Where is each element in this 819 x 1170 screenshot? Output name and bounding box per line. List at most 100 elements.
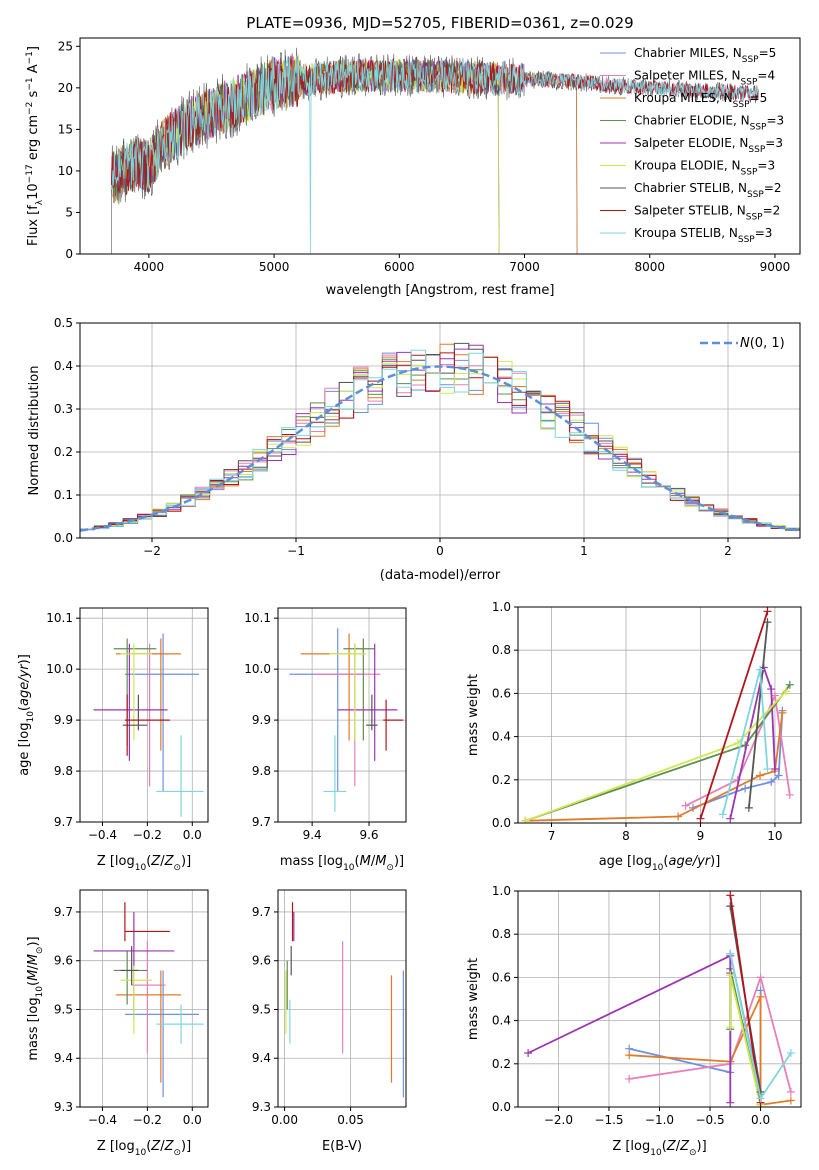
x-axis-label: mass [log10(M/M⊙)]	[280, 854, 404, 873]
y-axis-label: age [log10(age/yr)]	[17, 654, 36, 776]
weight-series-line	[525, 690, 787, 822]
weight-point-marker	[696, 814, 705, 823]
y-tick-label: 25	[58, 39, 73, 53]
weight-point-marker	[778, 708, 787, 717]
y-tick-label: 10	[58, 164, 73, 178]
y-tick-label: 10.1	[46, 611, 73, 625]
y-tick-label: 9.9	[54, 713, 73, 727]
weight-point-marker	[782, 687, 791, 696]
plot-z-massweight: −2.0 −1.5 −1.0 −0.5 0.0 0.0 0.2 0.4 0.6 0.8 1.0 mas…	[466, 884, 802, 1158]
x-axis-label: Z [log10(Z/Z⊙)]	[97, 1139, 191, 1158]
x-tick-label: 2	[724, 544, 732, 558]
grid	[278, 608, 406, 823]
y-tick-label: 0.0	[492, 816, 511, 830]
weight-point-marker	[770, 765, 779, 773]
weight-point-marker	[726, 814, 735, 823]
x-tick-label: 0	[436, 544, 444, 558]
legend-label: Salpeter ELODIE, NSSP=3	[634, 136, 783, 155]
weight-point-marker	[726, 891, 735, 900]
weight-point-marker	[785, 790, 794, 799]
weight-point-marker	[786, 1096, 795, 1105]
y-tick-label: 9.5	[54, 1002, 73, 1016]
y-tick-label: 9.3	[252, 1100, 271, 1114]
y-tick-label: 0.0	[492, 1100, 511, 1114]
grid	[278, 890, 406, 1108]
weight-point-marker	[767, 685, 776, 694]
weight-point-marker	[756, 665, 765, 674]
figure-title: PLATE=0936, MJD=52705, FIBERID=0361, z=0…	[246, 14, 633, 32]
y-axis-label: mass weight	[466, 674, 481, 756]
y-tick-label: 9.9	[252, 713, 271, 727]
y-tick-label: 9.7	[252, 905, 271, 919]
y-tick-label: 9.5	[252, 1002, 271, 1016]
legend-label: Salpeter STELIB, NSSP=2	[634, 204, 780, 223]
x-tick-label: −1.5	[594, 1113, 623, 1127]
x-tick-label: −2	[143, 544, 161, 558]
plot-age-massweight: 7 8 9 10 0.0 0.2 0.4 0.6 0.8 1.0 mass weight age [l…	[466, 600, 802, 873]
legend-label: Chabrier ELODIE, NSSP=3	[634, 114, 784, 133]
weight-point-marker	[767, 777, 776, 786]
plot-residuals: −2 −1 0 1 2 0.0 0.1 0.2 0.3 0.4 0.5 (data-model)/er…	[27, 316, 801, 583]
y-tick-label: 9.6	[54, 954, 73, 968]
x-tick-label: −1.0	[645, 1113, 674, 1127]
axes-frame	[277, 889, 407, 1108]
y-tick-label: 9.8	[54, 764, 73, 778]
x-tick-label: 0.0	[183, 1113, 202, 1127]
y-tick-label: 0.1	[54, 488, 73, 502]
grid	[80, 608, 208, 823]
normal-curve	[80, 365, 798, 532]
plot-area	[524, 891, 795, 1107]
y-tick-label: 5	[65, 205, 73, 219]
x-axis-label: Z [log10(Z/Z⊙)]	[612, 1139, 706, 1158]
x-axis-label: wavelength [Angstrom, rest frame]	[326, 283, 555, 298]
x-tick-label: 9.6	[359, 828, 378, 842]
y-tick-label: 9.4	[252, 1051, 271, 1065]
y-tick-label: 10.1	[244, 611, 271, 625]
x-tick-label: 4000	[134, 260, 165, 274]
y-tick-label: 0.8	[492, 643, 511, 657]
x-axis-label: E(B-V)	[322, 1139, 362, 1154]
weight-point-marker	[744, 803, 753, 812]
x-tick-label: 0.0	[183, 828, 202, 842]
y-tick-label: 0.6	[492, 686, 511, 700]
histogram-series	[80, 352, 800, 530]
y-tick-label: 15	[58, 122, 73, 136]
y-tick-label: 10.0	[46, 662, 73, 676]
x-tick-label: 8	[622, 829, 630, 843]
weight-point-marker	[763, 607, 772, 616]
x-tick-label: −0.5	[695, 1113, 724, 1127]
axes-frame	[79, 889, 209, 1108]
y-tick-label: 9.7	[54, 815, 73, 829]
weight-point-marker	[774, 771, 783, 780]
plot-z-mass: −0.4 −0.2 0.0 9.3 9.4 9.5 9.6 9.7 Z [log10(Z/Z⊙)…	[26, 889, 209, 1158]
x-tick-label: 9	[697, 829, 705, 843]
weight-series-line	[729, 895, 762, 1103]
y-tick-label: 0.4	[492, 730, 511, 744]
legend-label: Kroupa STELIB, NSSP=3	[634, 226, 772, 245]
x-tick-label: −0.2	[133, 828, 162, 842]
y-tick-label: 9.4	[54, 1051, 73, 1065]
weight-point-marker	[674, 812, 683, 821]
weight-point-marker	[756, 973, 765, 982]
y-tick-label: 10.0	[244, 662, 271, 676]
weight-point-marker	[625, 1051, 634, 1060]
plot-area	[285, 902, 404, 1098]
histogram-series	[80, 349, 800, 530]
plot-z-age: −0.4 −0.2 0.0 9.7 9.8 9.9 10.0 10.1 Z [log10(Z/Z…	[17, 607, 209, 873]
legend: Chabrier MILES, NSSP=5 Salpeter MILES, NS…	[600, 46, 784, 245]
weight-point-marker	[625, 1074, 634, 1083]
x-axis-label: (data-model)/error	[380, 568, 501, 583]
y-tick-label: 9.7	[54, 905, 73, 919]
y-tick-label: 0.0	[54, 531, 73, 545]
x-tick-label: −0.2	[133, 1113, 162, 1127]
plot-area	[80, 342, 800, 532]
y-axis-label: mass [log10(M/M⊙)]	[26, 936, 45, 1060]
x-tick-label: −1	[287, 544, 305, 558]
y-tick-label: 9.3	[54, 1100, 73, 1114]
x-tick-label: 6000	[384, 260, 415, 274]
weight-point-marker	[726, 1098, 735, 1107]
axes-frame	[517, 606, 802, 824]
y-tick-label: 0.2	[54, 445, 73, 459]
y-tick-label: 0.2	[492, 1057, 511, 1071]
spectrum-series-line	[110, 55, 759, 254]
